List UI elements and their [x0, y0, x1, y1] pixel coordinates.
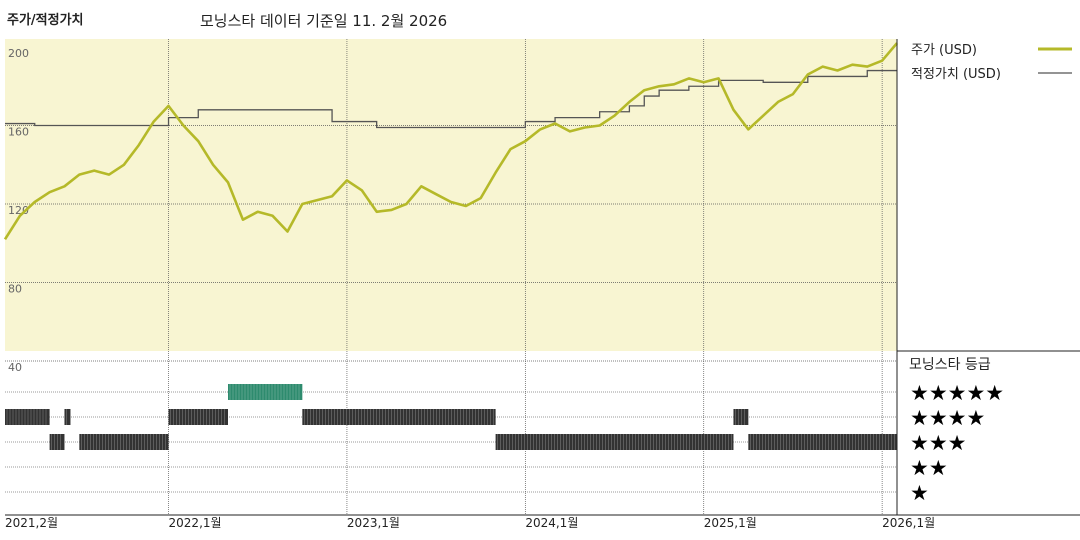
- x-tick-label: 2021,2월: [5, 516, 58, 530]
- x-tick-label: 2022,1월: [169, 516, 222, 530]
- rating-bar-4star: [302, 409, 496, 425]
- rating-bar-5star: [228, 384, 303, 400]
- chart-subtitle: 모닝스타 데이터 기준일 11. 2월 2026: [200, 12, 448, 30]
- rating-bar-4star: [5, 409, 50, 425]
- rating-history: [5, 384, 897, 450]
- rating-level-3-stars: ★★★: [910, 431, 966, 455]
- rating-bar-3star: [49, 434, 65, 450]
- plot-background: [5, 39, 897, 351]
- legend-price-label: 주가 (USD): [911, 43, 977, 58]
- rating-level-5-stars: ★★★★★: [910, 381, 1004, 405]
- x-tick-label: 2026,1월: [882, 516, 935, 530]
- rating-title: 모닝스타 등급: [909, 357, 991, 373]
- chart-title: 주가/적정가치: [7, 13, 84, 28]
- fair-value-line: [5, 69, 897, 129]
- y-tick-label: 200: [8, 47, 29, 60]
- rating-bar-4star: [733, 409, 749, 425]
- rating-level-4-stars: ★★★★: [910, 406, 985, 430]
- rating-bar-3star: [495, 434, 734, 450]
- y-tick-label: 160: [8, 126, 29, 139]
- rating-levels: ★★★★★★★★★★★★★★★: [910, 381, 1004, 505]
- legend: 주가 (USD) 적정가치 (USD): [911, 43, 1072, 82]
- x-axis-labels: 2021,2월 2022,1월 2023,1월 2024,1월 2025,1월 2026,…: [5, 516, 935, 530]
- x-tick-label: 2025,1월: [704, 516, 757, 530]
- rating-bar-3star: [79, 434, 169, 450]
- series-layer: [3, 42, 898, 240]
- y-tick-label: 40: [8, 361, 22, 374]
- x-tick-label: 2023,1월: [347, 516, 400, 530]
- rating-level-1-stars: ★: [910, 481, 929, 505]
- y-tick-label: 80: [8, 283, 22, 296]
- rating-bar-4star: [168, 409, 228, 425]
- rating-bar-4star: [64, 409, 71, 425]
- x-tick-label: 2024,1월: [525, 516, 578, 530]
- price-line: [3, 42, 898, 240]
- rating-level-2-stars: ★★: [910, 456, 948, 480]
- rating-bar-3star: [748, 434, 897, 450]
- legend-fair-value-label: 적정가치 (USD): [911, 67, 1001, 82]
